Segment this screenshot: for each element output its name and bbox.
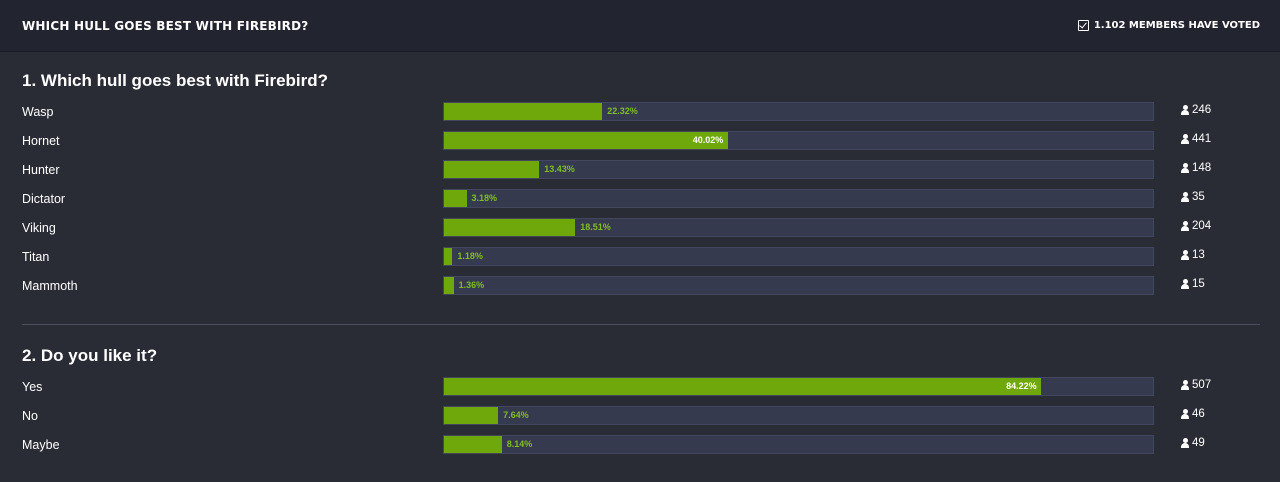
percent-label: 18.51% <box>580 222 611 232</box>
vote-count: 13 <box>1181 249 1205 261</box>
vote-count-value: 49 <box>1192 437 1205 449</box>
percent-label: 84.22% <box>1006 381 1037 391</box>
vote-count: 204 <box>1181 220 1211 232</box>
result-bar-fill <box>444 277 454 294</box>
result-bar: 1.18% <box>443 247 1154 266</box>
votes-summary: 1.102 MEMBERS HAVE VOTED <box>1077 20 1260 31</box>
vote-count: 46 <box>1181 408 1205 420</box>
user-icon <box>1181 278 1189 290</box>
user-icon <box>1181 408 1189 420</box>
vote-count: 49 <box>1181 437 1205 449</box>
percent-label: 7.64% <box>503 410 529 420</box>
vote-count-value: 507 <box>1192 379 1212 391</box>
vote-count-value: 35 <box>1192 191 1205 203</box>
votes-count-text: 1.102 MEMBERS HAVE VOTED <box>1093 20 1260 31</box>
option-label: Mammoth <box>22 279 78 293</box>
vote-count: 15 <box>1181 278 1205 290</box>
poll-header: WHICH HULL GOES BEST WITH FIREBIRD? 1.10… <box>0 0 1280 52</box>
result-bar-fill <box>444 161 540 178</box>
percent-label: 40.02% <box>692 135 724 145</box>
user-icon <box>1181 379 1189 391</box>
vote-count: 148 <box>1181 162 1211 174</box>
question-title-1: 1. Which hull goes best with Firebird? <box>22 71 329 90</box>
result-bar-fill <box>444 190 467 207</box>
vote-count-value: 441 <box>1192 133 1212 145</box>
check-square-icon <box>1077 20 1089 31</box>
result-bar-fill <box>444 248 453 265</box>
poll-title: WHICH HULL GOES BEST WITH FIREBIRD? <box>22 19 309 33</box>
result-bar-fill <box>444 436 502 453</box>
vote-count-value: 148 <box>1192 162 1212 174</box>
percent-label: 22.32% <box>607 106 638 116</box>
vote-count: 507 <box>1181 379 1211 391</box>
user-icon <box>1181 191 1189 203</box>
result-bar: 1.36% <box>443 276 1154 295</box>
percent-label: 1.18% <box>457 251 483 261</box>
result-bar: 18.51% <box>443 218 1154 237</box>
result-bar: 40.02% <box>443 131 1154 150</box>
user-icon <box>1181 104 1189 116</box>
result-bar-fill <box>444 103 603 120</box>
vote-count-value: 46 <box>1192 408 1205 420</box>
vote-count-value: 204 <box>1192 220 1212 232</box>
result-bar: 7.64% <box>443 406 1154 425</box>
vote-count: 441 <box>1181 133 1211 145</box>
option-label: No <box>22 409 38 423</box>
user-icon <box>1181 162 1189 174</box>
result-bar-fill <box>444 378 1042 395</box>
result-bar: 13.43% <box>443 160 1154 179</box>
option-label: Titan <box>22 250 50 264</box>
section-divider <box>22 324 1260 325</box>
result-bar: 8.14% <box>443 435 1154 454</box>
result-bar-fill <box>444 407 499 424</box>
result-bar-fill <box>444 132 728 149</box>
user-icon <box>1181 220 1189 232</box>
vote-count: 35 <box>1181 191 1205 203</box>
option-label: Viking <box>22 221 56 235</box>
user-icon <box>1181 133 1189 145</box>
option-label: Dictator <box>22 192 66 206</box>
percent-label: 13.43% <box>544 164 575 174</box>
result-bar: 3.18% <box>443 189 1154 208</box>
option-label: Yes <box>22 380 43 394</box>
option-label: Maybe <box>22 438 60 452</box>
option-label: Hunter <box>22 163 60 177</box>
vote-count: 246 <box>1181 104 1211 116</box>
percent-label: 1.36% <box>458 280 485 290</box>
vote-count-value: 13 <box>1192 249 1205 261</box>
user-icon <box>1181 249 1189 261</box>
result-bar-fill <box>444 219 576 236</box>
vote-count-value: 246 <box>1192 104 1212 116</box>
user-icon <box>1181 437 1189 449</box>
percent-label: 3.18% <box>471 193 498 203</box>
result-bar: 22.32% <box>443 102 1154 121</box>
option-label: Hornet <box>22 134 60 148</box>
question-title-2: 2. Do you like it? <box>22 346 158 365</box>
vote-count-value: 15 <box>1192 278 1205 290</box>
result-bar: 84.22% <box>443 377 1154 396</box>
percent-label: 8.14% <box>506 439 533 449</box>
option-label: Wasp <box>22 105 54 119</box>
